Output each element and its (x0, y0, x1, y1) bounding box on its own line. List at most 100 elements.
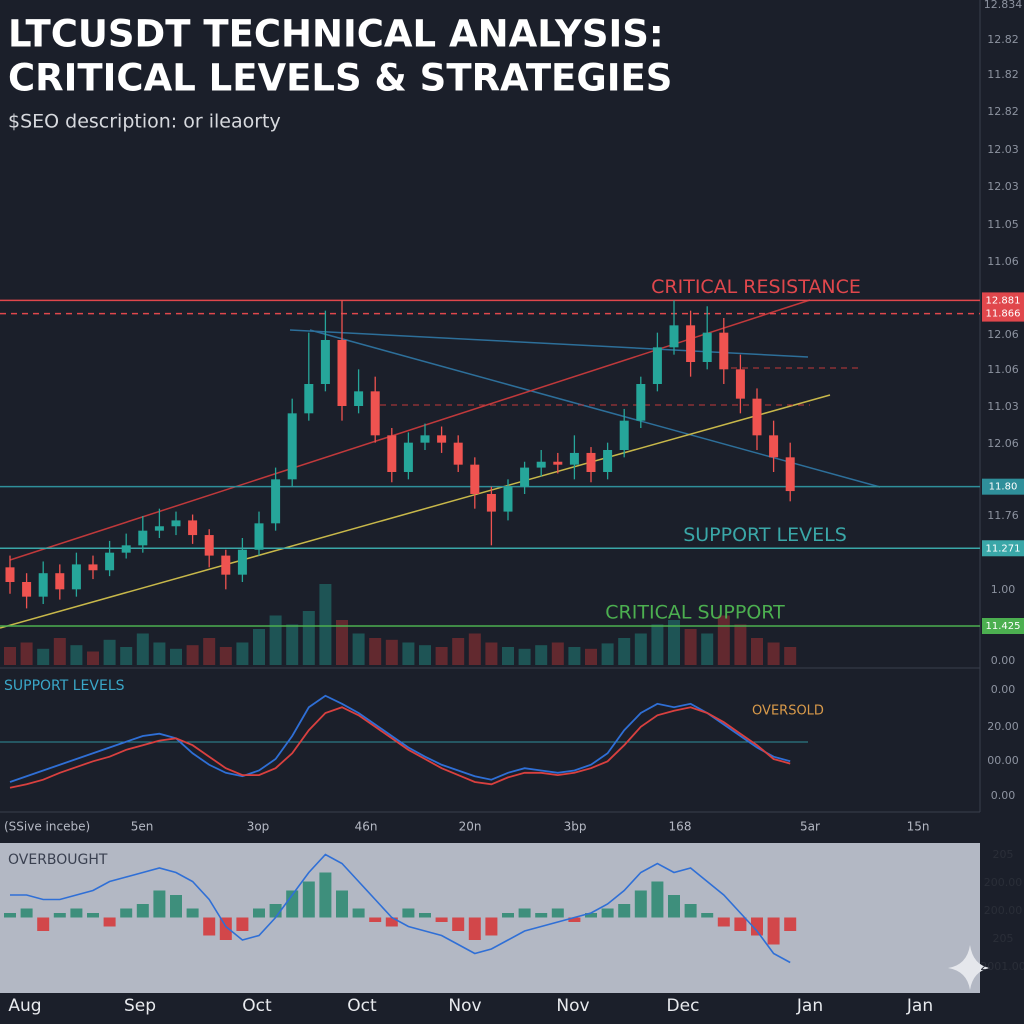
candle-body (503, 486, 513, 512)
candle-body (536, 461, 546, 468)
price-tag-box (982, 305, 1024, 322)
histogram-bar (319, 872, 332, 918)
x-tick-label: Oct (347, 996, 377, 1016)
level-label: SUPPORT LEVELS (683, 524, 847, 546)
volume-bar (53, 638, 66, 665)
price-tag: 12.881 (986, 295, 1021, 306)
y-tick-label: 200.00 (984, 876, 1023, 889)
volume-bar (452, 638, 465, 665)
histogram-bar (767, 917, 780, 945)
candle-body (55, 573, 65, 590)
price-tag-box (982, 478, 1024, 495)
volume-bar (668, 620, 680, 665)
histogram-bar (4, 913, 16, 918)
candle-body (204, 535, 214, 556)
histogram-bar (103, 917, 116, 927)
y-tick-label: 11.06 (987, 363, 1019, 376)
oscillator-line (9, 694, 791, 783)
price-tag-box (982, 292, 1024, 309)
histogram-bar (601, 908, 614, 918)
histogram-bar (518, 908, 531, 918)
mid-label: 3bp (564, 820, 587, 834)
histogram-bar (186, 908, 199, 918)
histogram-bar (120, 908, 133, 918)
level-label: CRITICAL SUPPORT (605, 602, 785, 624)
volume-bar (203, 638, 216, 665)
candle-body (636, 384, 646, 421)
histogram-bar (236, 917, 249, 931)
volume-bar (286, 624, 299, 665)
volume-bar (784, 647, 797, 665)
histogram-bar (302, 881, 315, 918)
volume-bar (369, 638, 382, 665)
histogram-bar (701, 913, 714, 918)
x-tick-label: Jan (796, 996, 823, 1016)
candle-body (237, 549, 247, 575)
candle-body (586, 452, 596, 472)
volume-bar (103, 639, 116, 665)
histogram-bar (336, 890, 348, 918)
y-tick-label: 2001.00 (980, 960, 1024, 973)
candle-body (171, 520, 181, 527)
oscillator-note: OVERSOLD (752, 704, 824, 719)
candle-body (603, 450, 613, 472)
candle-body (702, 332, 712, 362)
histogram-bar (568, 917, 581, 922)
candle-body (320, 340, 330, 384)
histogram-line (10, 853, 791, 964)
volume-bar (319, 584, 332, 665)
candle-body (271, 479, 281, 524)
histogram-bar (136, 904, 149, 918)
candle-body (22, 582, 32, 597)
volume-bar (585, 648, 597, 665)
y-tick-label: 205 (993, 932, 1014, 945)
histogram-bar (286, 890, 299, 918)
histogram-bar (352, 908, 365, 918)
trend-line (0, 394, 831, 629)
x-tick-label: Dec (667, 996, 700, 1016)
volume-bar (551, 642, 564, 665)
subtitle: $SEO description: or ileaorty (8, 111, 281, 133)
volume-bar (4, 647, 16, 665)
histogram-bar (203, 917, 216, 936)
volume-bar (485, 642, 498, 665)
histogram-bar (435, 917, 448, 922)
oscillator-title: SUPPORT LEVELS (4, 678, 125, 694)
volume-bar (253, 629, 265, 665)
histogram-bar (502, 913, 514, 918)
volume-bar (136, 633, 149, 665)
volume-bar (684, 629, 697, 665)
histogram-bar (651, 881, 664, 918)
price-tag: 11.425 (986, 621, 1021, 632)
price-tag: 11.271 (986, 543, 1021, 554)
candle-body (752, 398, 762, 436)
price-tag: 11.80 (989, 482, 1018, 493)
volume-bar (767, 642, 780, 665)
candle-body (735, 369, 745, 399)
candle-body (769, 435, 779, 458)
title: LTCUSDT TECHNICAL ANALYSIS: (8, 13, 664, 56)
x-tick-label: Jan (906, 996, 933, 1016)
histogram-bar (37, 917, 50, 931)
volume-bar (120, 647, 133, 665)
volume-bar (219, 647, 232, 665)
candle-body (652, 347, 662, 384)
mid-label: 5ar (800, 820, 820, 834)
price-tag-box (982, 618, 1024, 634)
y-tick-label: 200.00 (984, 904, 1023, 917)
y-tick-label: 11.82 (987, 68, 1019, 81)
candle-body (221, 555, 231, 575)
histogram-bar (170, 895, 182, 918)
candle-body (569, 452, 579, 465)
oscillator-line (9, 706, 791, 789)
candle-body (437, 435, 447, 443)
mid-label: 168 (669, 820, 692, 834)
y-tick-label: 12.06 (987, 437, 1019, 450)
candle-body (154, 526, 164, 531)
histogram-title: OVERBOUGHT (8, 852, 108, 868)
y-tick-label: 12.03 (987, 180, 1019, 193)
mid-label: (SSive incebe) (4, 820, 90, 834)
candle-body (304, 384, 314, 414)
volume-bar (419, 645, 431, 665)
